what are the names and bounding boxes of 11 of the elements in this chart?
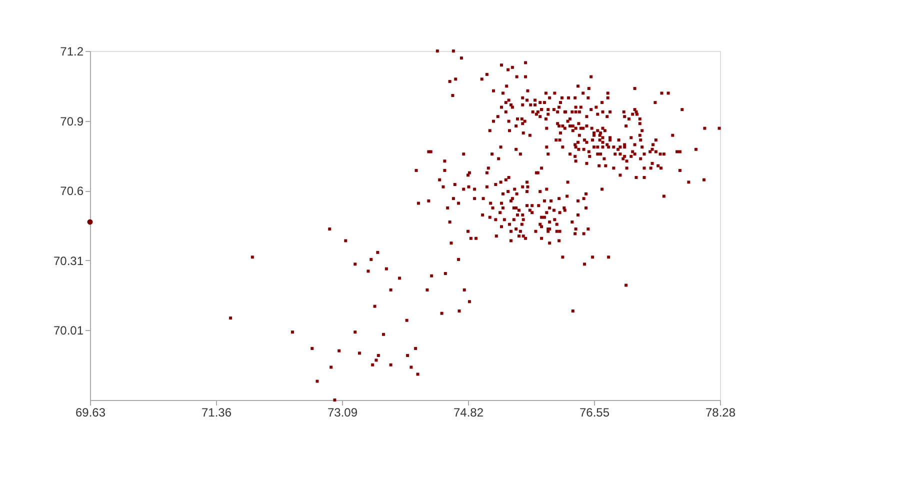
x-tick-label: 69.63 [75, 406, 106, 420]
x-tick-label: 74.82 [453, 406, 484, 420]
x-tick-label: 71.36 [201, 406, 232, 420]
y-tick-label: 70.9 [60, 114, 84, 128]
x-tick-label: 78.28 [705, 406, 736, 420]
x-tick-label: 73.09 [327, 406, 358, 420]
y-tick-label: 70.31 [53, 254, 84, 268]
x-tick-label: 76.55 [579, 406, 610, 420]
y-tick-label: 71.2 [60, 44, 84, 58]
y-tick-label: 70.01 [53, 324, 84, 338]
y-tick-label: 70.6 [60, 184, 84, 198]
